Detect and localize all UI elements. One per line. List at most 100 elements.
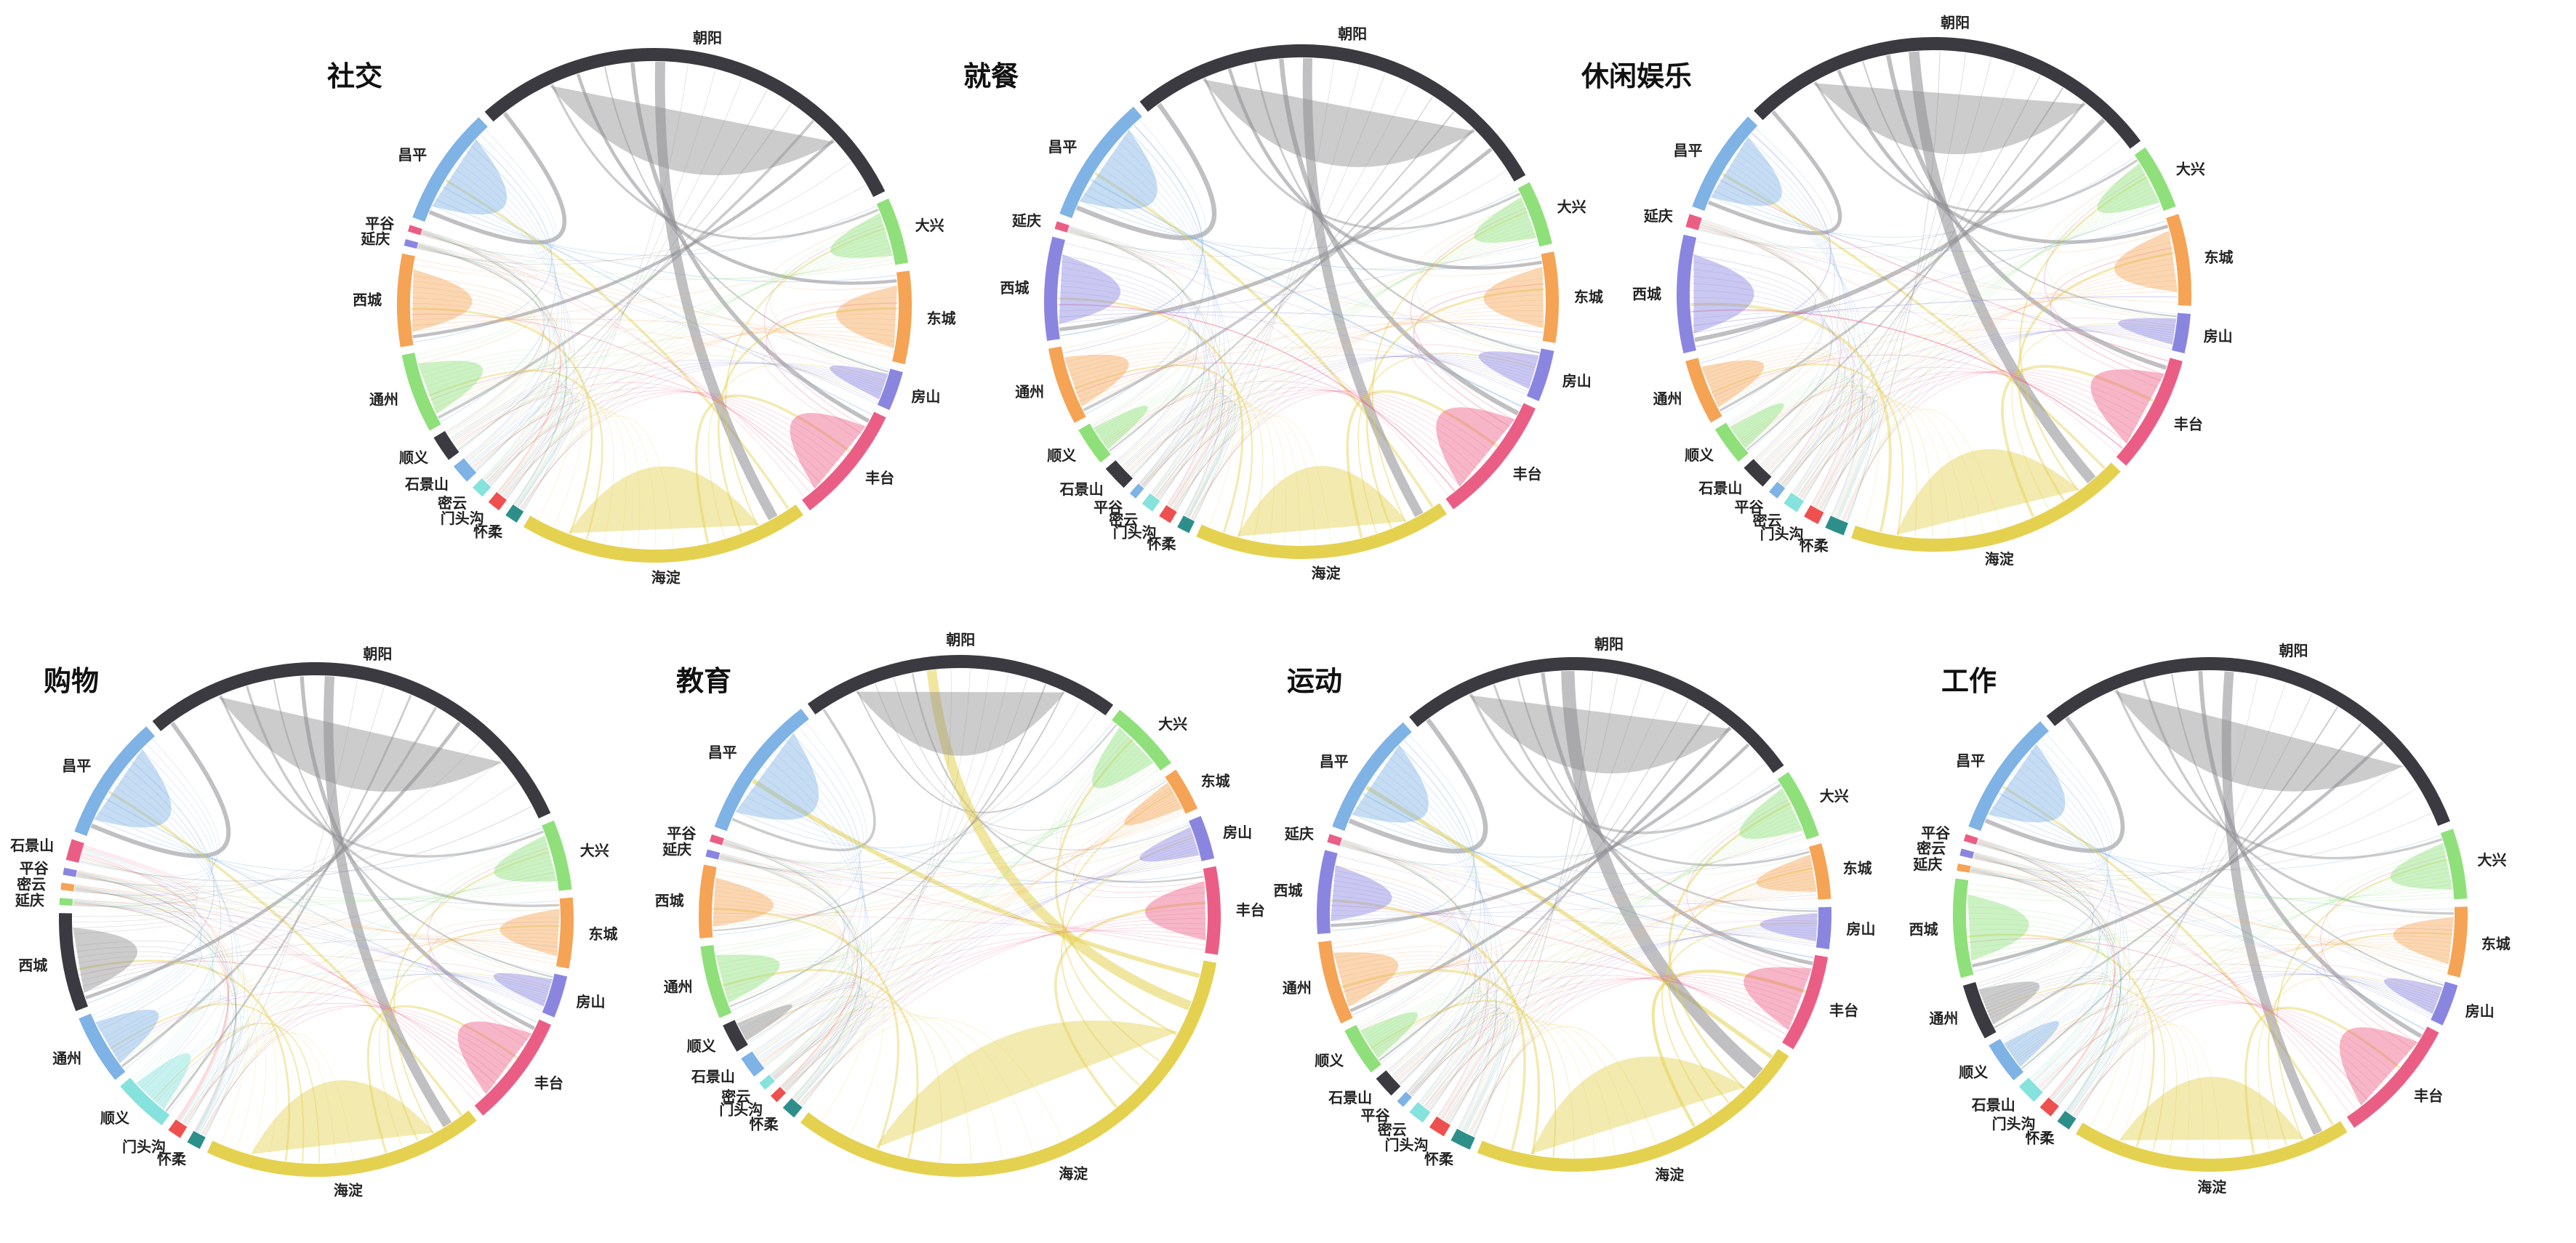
self-flow-blob — [417, 361, 483, 414]
chord-ribbon — [1821, 263, 2176, 511]
chord-ribbon — [1079, 834, 1206, 898]
chord-ribbon — [520, 392, 846, 509]
chord-ribbon — [1102, 389, 1264, 541]
segment-arc — [2076, 1121, 2348, 1172]
chord-ribbon — [1701, 222, 1846, 493]
self-flow-blob — [1202, 79, 1476, 167]
chord-ribbon — [723, 841, 859, 1087]
chord-ribbon — [2037, 1015, 2190, 1157]
chord-ribbon — [454, 382, 827, 479]
segment-label: 密云 — [1753, 512, 1782, 529]
chord-ribbon — [1159, 73, 1386, 500]
chord-ribbon — [1843, 325, 2175, 521]
chord-ribbon — [717, 949, 844, 1026]
chord-ribbon — [1712, 354, 2127, 443]
chord-ribbon — [160, 936, 560, 1107]
chord-ribbon — [1143, 310, 1545, 487]
chord-ribbon — [1716, 185, 2177, 315]
chord-ribbon — [2007, 780, 2130, 1118]
segment-arc — [1332, 722, 1412, 832]
segment-arc — [412, 117, 488, 222]
chord-ribbon — [1131, 96, 1433, 477]
chord-ribbon — [1707, 110, 1842, 236]
chord-ribbon — [113, 785, 245, 1137]
chord-ribbon — [757, 991, 863, 1077]
chord-ribbon — [1732, 158, 1855, 501]
chord-ribbon — [1973, 856, 2432, 1016]
chord-ribbon — [412, 139, 835, 339]
chord-ribbon — [1802, 187, 2154, 499]
chord-ribbon — [74, 887, 214, 1084]
chord-ribbon — [1967, 924, 2114, 1099]
chord-ribbon — [103, 989, 222, 1092]
chord-ribbon — [1331, 905, 1786, 1035]
segment-label: 丰台 — [1829, 1002, 1858, 1019]
chord-ribbon — [1069, 227, 1199, 461]
chord-ribbon — [73, 901, 229, 1121]
self-flow-blob — [836, 286, 897, 348]
chord-ribbon — [799, 839, 1195, 1105]
chord-ribbon — [1970, 869, 2146, 1141]
segment-label: 朝阳 — [1594, 635, 1624, 653]
chord-ribbon — [413, 140, 553, 343]
chord-ribbon — [1799, 371, 2143, 498]
chord-ribbon — [504, 363, 884, 498]
self-flow-blob — [412, 269, 473, 332]
segment-arc — [1177, 515, 1195, 534]
chord-ribbon — [743, 795, 1189, 864]
chord-ribbon — [760, 923, 1207, 1063]
chord-ribbon — [411, 286, 549, 461]
chord-ribbon — [1370, 999, 1557, 1157]
self-flow-blob — [2393, 917, 2454, 965]
self-flow-blob — [737, 1004, 793, 1041]
chord-ribbon — [2171, 674, 2444, 986]
self-flow-blob — [830, 365, 888, 400]
chord-ribbon — [719, 765, 1157, 875]
chord-ribbon — [1349, 726, 1732, 1013]
chord-ribbon — [76, 875, 557, 960]
chord-ribbon — [366, 1005, 518, 1154]
segment-label: 石景山 — [1328, 1089, 1372, 1106]
segment-label: 昌平 — [708, 744, 737, 761]
segment-arc — [2172, 313, 2191, 354]
chord-ribbon — [436, 917, 561, 983]
self-flow-blob — [2114, 691, 2404, 792]
chord-ribbon — [437, 119, 815, 419]
chord-ribbon — [1690, 302, 1892, 533]
chord-ribbon — [184, 974, 548, 1125]
segment-arc — [2039, 1097, 2059, 1117]
chord-ribbon — [1517, 677, 1818, 912]
chord-ribbon — [1411, 207, 1527, 421]
segment-arc — [1517, 182, 1552, 247]
chord-ribbon — [506, 69, 716, 499]
segment-label: 朝阳 — [1941, 14, 1970, 31]
chord-ribbon — [2018, 944, 2452, 1065]
chord-ribbon — [420, 350, 545, 436]
segment-arc — [474, 1019, 552, 1116]
segment-arc — [1685, 214, 1702, 230]
chord-ribbon — [1424, 1016, 1512, 1133]
segment-arc — [1409, 657, 1784, 773]
chord-ribbon — [723, 842, 862, 1098]
chord-ribbon — [72, 848, 198, 917]
chord-ribbon — [1364, 987, 1482, 1093]
chord-ribbon — [73, 903, 277, 1159]
chord-ribbon — [785, 669, 971, 1093]
chord-ribbon — [2002, 785, 2335, 1126]
chord-ribbon — [721, 839, 842, 882]
chord-ribbon — [75, 871, 197, 900]
chord-ribbon — [1978, 841, 2122, 1111]
chord-ribbon — [1739, 147, 1846, 476]
chord-ribbon — [1331, 890, 1488, 1117]
chord-ribbon — [1693, 205, 2162, 334]
segment-arc — [1782, 954, 1829, 1050]
self-flow-blob — [2097, 163, 2160, 214]
chord-ribbon — [158, 973, 547, 1105]
chord-ribbon — [715, 853, 840, 891]
chord-ribbon — [1054, 901, 1207, 1109]
chord-ribbon — [1699, 209, 2162, 258]
chord-ribbon — [758, 773, 872, 1107]
segment-label: 西城 — [353, 291, 382, 309]
